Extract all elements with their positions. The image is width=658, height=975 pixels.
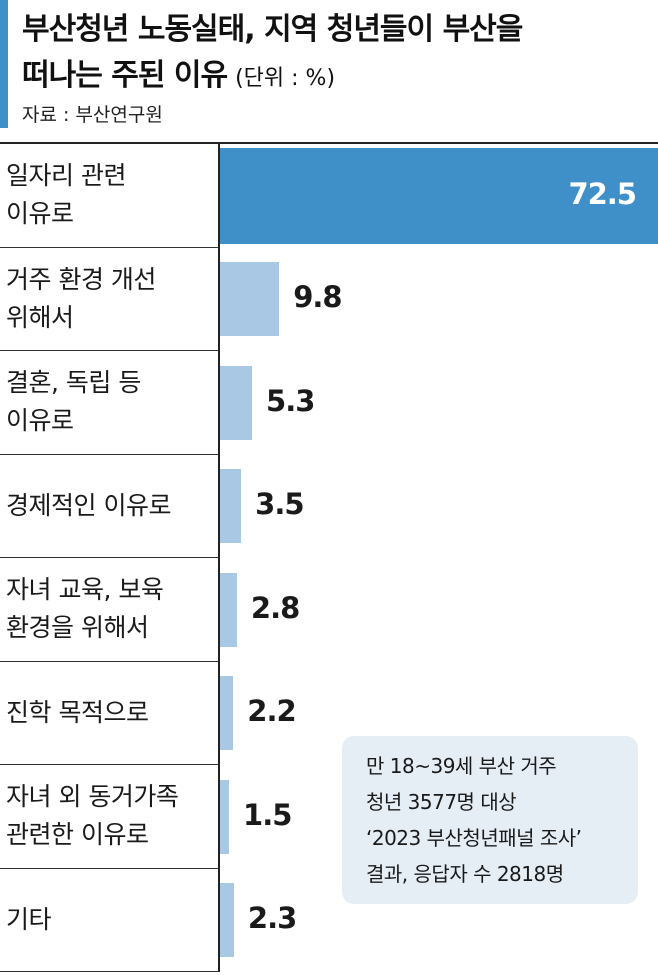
chart-title-line-2-text: 떠나는 주된 이유 — [22, 58, 228, 93]
source-label: 자료 : 부산연구원 — [22, 104, 163, 126]
note-line-2: 청년 3577명 대상 — [366, 790, 517, 814]
bar-value-label: 9.8 — [293, 280, 342, 315]
category-label: 진학 목적으로 — [6, 697, 149, 727]
survey-note-box: 만 18~39세 부산 거주 청년 3577명 대상 ‘2023 부산청년패널 … — [342, 736, 638, 904]
category-label: 거주 환경 개선 위해서 — [6, 264, 156, 332]
bar-value-label: 1.5 — [243, 797, 292, 832]
category-label: 자녀 교육, 보육 환경을 위해서 — [6, 575, 164, 643]
bar — [220, 779, 230, 854]
category-label: 경제적인 이유로 — [6, 490, 171, 520]
category-label-cell: 결혼, 독립 등 이유로 — [0, 351, 218, 455]
bar-value-label: 2.2 — [247, 694, 296, 729]
category-label-cell: 기타 — [0, 869, 218, 972]
bar — [220, 469, 242, 544]
unit-label: (단위 : %) — [235, 66, 336, 91]
title-accent-bar — [0, 0, 8, 128]
chart-title-line-1: 부산청년 노동실태, 지역 청년들이 부산을 — [22, 12, 523, 47]
category-axis-line — [218, 144, 220, 972]
category-label: 일자리 관련 이유로 — [6, 161, 126, 229]
bar — [220, 883, 234, 958]
note-line-1: 만 18~39세 부산 거주 — [366, 754, 557, 778]
chart-title-line-2: 떠나는 주된 이유 (단위 : %) — [22, 50, 335, 94]
category-label: 기타 — [6, 904, 52, 934]
bar — [220, 365, 253, 440]
category-label-cell: 자녀 교육, 보육 환경을 위해서 — [0, 558, 218, 662]
bar — [220, 572, 237, 647]
category-label-cell: 진학 목적으로 — [0, 662, 218, 765]
bar-value-label: 2.3 — [247, 901, 297, 936]
category-label: 자녀 외 동거가족 관련한 이유로 — [6, 782, 179, 850]
bar — [220, 148, 658, 244]
category-label-cell: 일자리 관련 이유로 — [0, 144, 218, 248]
category-label-cell: 거주 환경 개선 위해서 — [0, 248, 218, 351]
category-label-cell: 경제적인 이유로 — [0, 455, 218, 558]
bar — [220, 676, 234, 751]
chart-top-rule — [0, 142, 658, 144]
category-label-cell: 자녀 외 동거가족 관련한 이유로 — [0, 765, 218, 869]
note-line-4: 결과, 응답자 수 2818명 — [366, 862, 564, 886]
note-line-3: ‘2023 부산청년패널 조사’ — [366, 826, 582, 850]
bar-value-label: 72.5 — [568, 176, 637, 211]
bar-value-label: 3.5 — [255, 487, 304, 522]
category-label: 결혼, 독립 등 이유로 — [6, 368, 141, 436]
bar-value-label: 2.8 — [250, 590, 300, 625]
bar — [220, 262, 280, 337]
bar-value-label: 5.3 — [266, 383, 315, 418]
